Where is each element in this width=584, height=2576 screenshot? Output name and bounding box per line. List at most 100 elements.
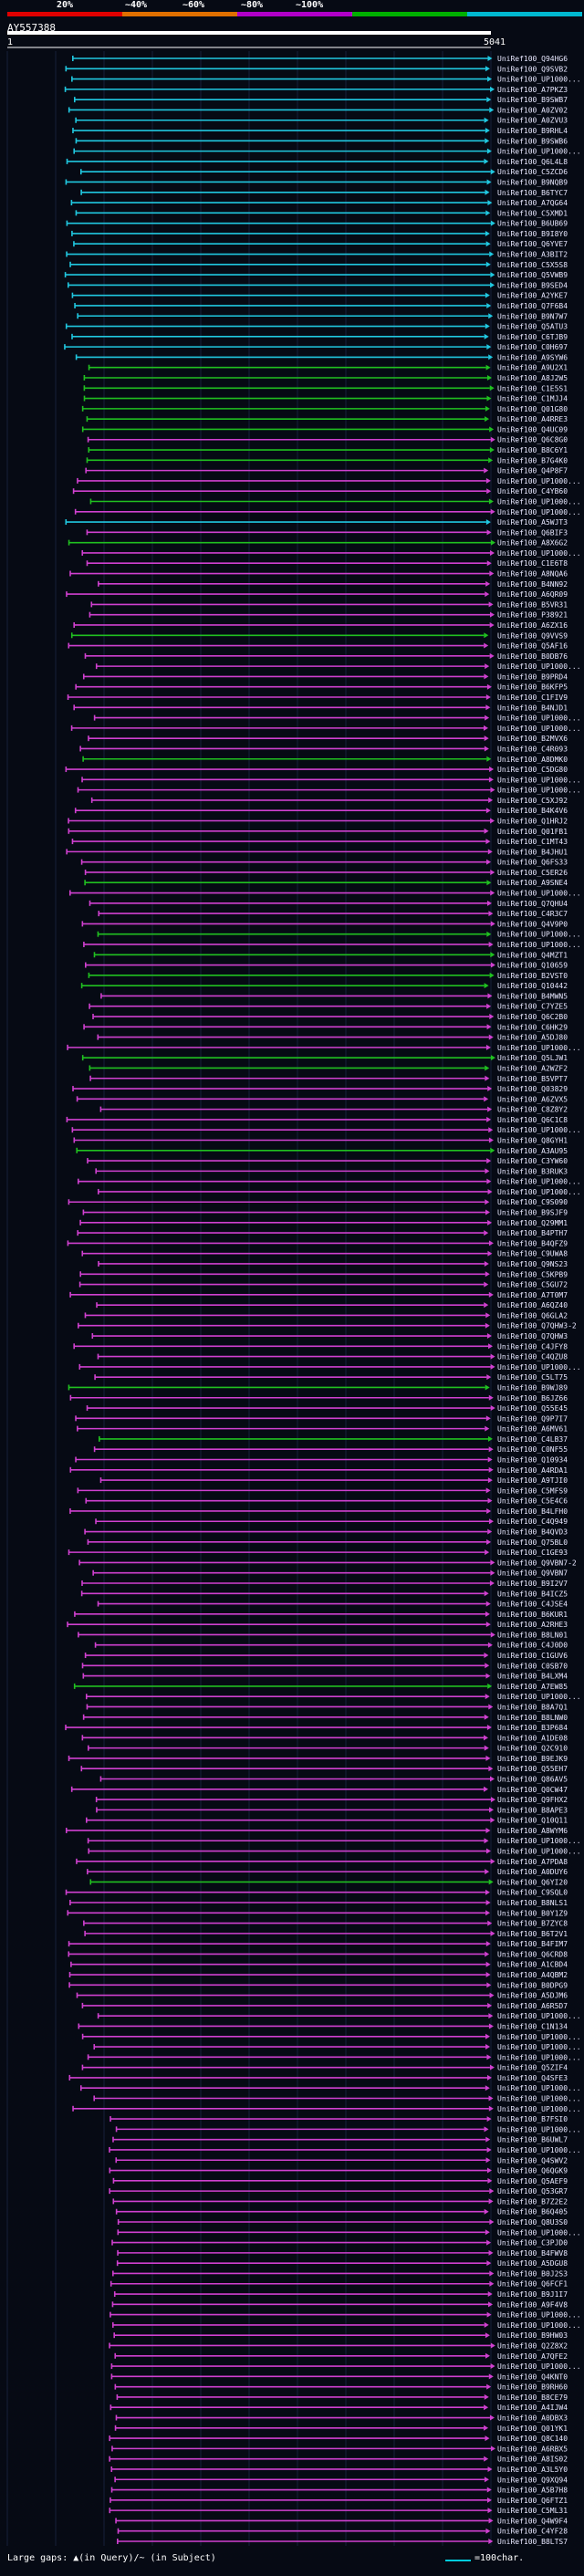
hit-label: UniRef100_Q5AF16: [497, 642, 568, 651]
hit-label: UniRef100_Q8GYH1: [497, 1136, 568, 1144]
hit-end-arrow: [488, 2013, 494, 2019]
hit-label: UniRef100_Q5ZIF4: [497, 2064, 568, 2072]
hit-label: UniRef100_UP1000...: [497, 549, 581, 558]
hit-end-arrow: [485, 2033, 491, 2039]
hit-end-arrow: [490, 921, 495, 927]
hit-label: UniRef100_Q55E45: [497, 1404, 568, 1413]
hit-label: UniRef100_Q03829: [497, 1085, 568, 1093]
hit-label: UniRef100_Q6QGK9: [497, 2167, 568, 2175]
hit-end-arrow: [485, 1075, 490, 1081]
hit-end-arrow: [484, 1653, 489, 1659]
hit-label: UniRef100_Q6GLA2: [497, 1311, 568, 1319]
hit-label: UniRef100_A9TJI0: [497, 1476, 568, 1485]
hit-end-arrow: [485, 1889, 490, 1895]
hit-end-arrow: [485, 1899, 491, 1905]
hit-end-arrow: [485, 1848, 491, 1854]
hit-label: UniRef100_B6UWL7: [497, 2136, 568, 2144]
hit-end-arrow: [485, 1168, 490, 1174]
hit-end-arrow: [485, 292, 490, 298]
hit-label: UniRef100_B9PRD4: [497, 673, 568, 681]
hit-label: UniRef100_A8WYM6: [497, 1827, 568, 1835]
hit-end-arrow: [485, 519, 491, 526]
hit-label: UniRef100_B7FSI0: [497, 2115, 568, 2123]
hit-end-arrow: [484, 467, 489, 474]
hit-end-arrow: [490, 1930, 495, 1936]
hit-label: UniRef100_B9EJK9: [497, 1755, 568, 1763]
hit-label: UniRef100_B9N7W7: [497, 312, 568, 320]
hit-end-arrow: [486, 1538, 492, 1545]
hit-end-arrow: [484, 1096, 489, 1102]
hit-label: UniRef100_UP1000...: [497, 2033, 581, 2041]
hit-end-arrow: [484, 2208, 489, 2215]
hit-end-arrow: [490, 1363, 495, 1370]
hit-end-arrow: [488, 2105, 494, 2112]
hit-end-arrow: [484, 746, 489, 752]
hit-end-arrow: [489, 1992, 495, 1998]
hit-end-arrow: [485, 1951, 490, 1957]
hit-label: UniRef100_B6KUR1: [497, 1611, 568, 1619]
hit-end-arrow: [485, 477, 491, 484]
hit-end-arrow: [484, 2456, 489, 2462]
hit-end-arrow: [487, 1456, 493, 1463]
query-bar: [7, 31, 491, 35]
hit-end-arrow: [484, 632, 489, 639]
hit-end-arrow: [486, 395, 492, 402]
hit-label: UniRef100_C4R3C7: [497, 910, 568, 918]
hit-label: UniRef100_UP1000...: [497, 1188, 581, 1196]
hit-label: UniRef100_B8A7Q1: [497, 1703, 568, 1711]
hit-end-arrow: [489, 426, 495, 433]
hit-label: UniRef100_C1MJJ4: [497, 395, 568, 403]
hit-label: UniRef100_B5VR31: [497, 600, 568, 609]
hit-label: UniRef100_B9NQB9: [497, 178, 568, 186]
hit-end-arrow: [484, 1838, 489, 1844]
hit-end-arrow: [485, 138, 490, 144]
hit-label: UniRef100_UP1000...: [497, 477, 581, 485]
hit-label: UniRef100_UP1000...: [497, 2053, 581, 2061]
hit-label: UniRef100_B6JZ66: [497, 1394, 568, 1403]
hit-end-arrow: [486, 2497, 492, 2503]
hit-end-arrow: [488, 2518, 494, 2524]
legend-scale-swatch: [445, 2560, 471, 2561]
hit-end-arrow: [486, 756, 492, 762]
hit-label: UniRef100_B9SWB6: [497, 137, 568, 145]
hit-end-arrow: [486, 1158, 492, 1164]
hit-end-arrow: [487, 76, 493, 82]
hit-end-arrow: [487, 993, 493, 999]
hit-label: UniRef100_A0ZVU3: [497, 117, 568, 125]
hit-label: UniRef100_A9SYW6: [497, 353, 568, 361]
hit-end-arrow: [485, 416, 490, 422]
hit-end-arrow: [485, 1044, 491, 1050]
hit-label: UniRef100_B4QVD3: [497, 1528, 568, 1537]
hit-label: UniRef100_B8LTS7: [497, 2538, 568, 2546]
hit-label: UniRef100_Q4UC09: [497, 425, 568, 433]
hit-label: UniRef100_Q5VWB9: [497, 271, 568, 279]
hit-label: UniRef100_B7ZYC8: [497, 1920, 568, 1928]
hit-end-arrow: [490, 1632, 495, 1638]
hit-end-arrow: [489, 1776, 495, 1782]
hit-end-arrow: [485, 241, 491, 247]
hit-end-arrow: [487, 1920, 493, 1926]
hit-label: UniRef100_Q6C8G0: [497, 436, 568, 444]
hit-label: UniRef100_UP1000...: [497, 890, 581, 898]
hit-end-arrow: [484, 2404, 489, 2411]
hit-label: UniRef100_B9SED4: [497, 281, 568, 289]
hit-end-arrow: [488, 498, 494, 505]
hit-end-arrow: [487, 2508, 493, 2514]
hit-label: UniRef100_B9SJF9: [497, 1209, 568, 1217]
hit-end-arrow: [490, 1817, 495, 1823]
hit-end-arrow: [484, 1786, 489, 1792]
hit-label: UniRef100_B3RUK3: [497, 1167, 568, 1175]
query-id[interactable]: AY557388: [7, 22, 56, 34]
hit-label: UniRef100_C3YW60: [497, 1157, 568, 1165]
hit-label: UniRef100_A5DGU8: [497, 2259, 568, 2268]
hit-end-arrow: [489, 107, 495, 113]
hit-label: UniRef100_B7Z2E2: [497, 2197, 568, 2206]
hit-label: UniRef100_Q4MZT1: [497, 951, 568, 959]
hit-end-arrow: [489, 972, 495, 978]
hit-label: UniRef100_Q4SWV2: [497, 2156, 568, 2164]
hit-end-arrow: [489, 2270, 495, 2277]
hit-end-arrow: [485, 364, 491, 370]
hit-end-arrow: [485, 704, 491, 711]
hit-end-arrow: [487, 1683, 493, 1689]
hit-label: UniRef100_B7G4K0: [497, 456, 568, 464]
